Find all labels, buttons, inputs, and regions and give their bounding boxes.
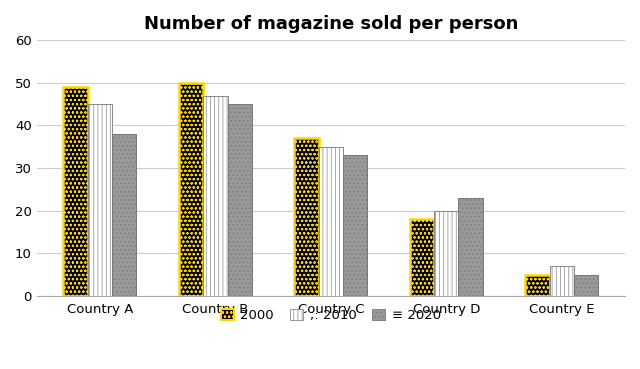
Bar [574,275,598,296]
Bar [179,83,204,296]
Bar [525,275,550,296]
Bar [550,266,574,296]
Bar [228,104,252,296]
Legend: 2000, ;: 2010, ≡ 2020: 2000, ;: 2010, ≡ 2020 [215,304,447,328]
Title: Number of magazine sold per person: Number of magazine sold per person [144,15,518,33]
Bar [343,155,367,296]
Bar [319,146,343,296]
Bar [294,138,319,296]
Bar [458,198,483,296]
Bar [112,134,136,296]
Bar [434,211,458,296]
Bar [410,219,434,296]
Bar [63,87,88,296]
Bar [88,104,112,296]
Bar [204,96,228,296]
